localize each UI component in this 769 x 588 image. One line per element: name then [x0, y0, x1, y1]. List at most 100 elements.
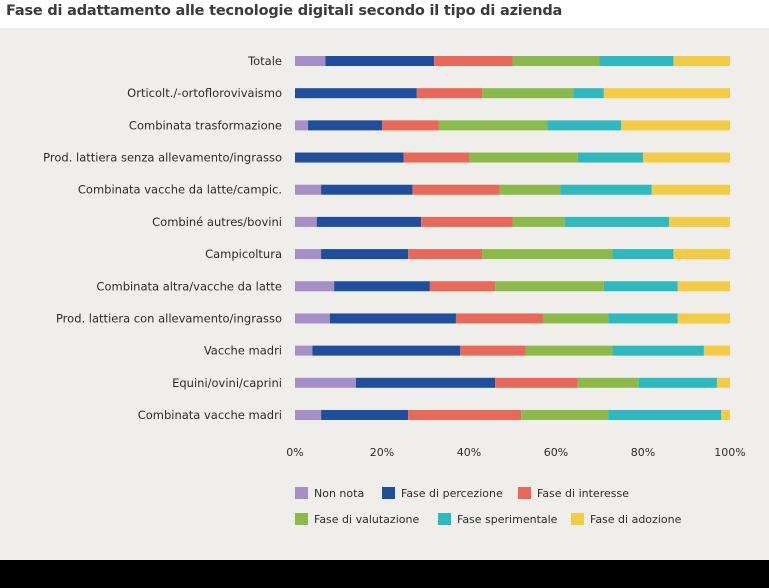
bar-segment-fase-di-interesse — [408, 409, 522, 420]
bar-segment-non-nota — [295, 377, 356, 388]
bar-segment-fase-di-percezione — [295, 88, 417, 99]
bar-segment-fase-di-adozione — [669, 216, 730, 227]
legend-swatch — [438, 513, 451, 525]
bar-segment-fase-di-valutazione — [577, 377, 639, 388]
bar-segment-non-nota — [295, 184, 322, 195]
bar-segment-fase-di-adozione — [703, 345, 730, 356]
category-label: Combinata vacche da latte/campic. — [78, 183, 282, 197]
legend-label: Fase di valutazione — [314, 513, 419, 526]
bar-segment-fase-di-valutazione — [495, 281, 604, 292]
bar-segment-non-nota — [295, 409, 322, 420]
category-label: Combiné autres/bovini — [152, 215, 282, 229]
bar-segment-fase-di-adozione — [603, 88, 730, 99]
bar-segment-fase-di-percezione — [321, 409, 409, 420]
bar-segment-fase-di-valutazione — [525, 345, 613, 356]
bar-segment-fase-di-adozione — [673, 249, 730, 260]
bar-segment-fase-sperimentale — [577, 152, 643, 163]
legend-swatch — [382, 487, 395, 499]
bar-segment-fase-di-adozione — [677, 313, 730, 324]
bar-segment-fase-sperimentale — [608, 313, 678, 324]
category-label: Totale — [247, 54, 282, 68]
category-label: Prod. lattiera con allevamento/ingrasso — [56, 311, 282, 325]
bar-segment-non-nota — [295, 56, 326, 66]
legend-swatch — [571, 513, 584, 525]
bar-segment-fase-di-adozione — [651, 184, 730, 195]
footer-bar — [0, 560, 769, 588]
bar-segment-non-nota — [295, 345, 313, 356]
bar-segment-fase-di-valutazione — [469, 152, 578, 163]
bar-segment-fase-di-interesse — [382, 120, 439, 131]
bar-segment-fase-di-adozione — [673, 56, 730, 66]
x-tick-label: 40% — [457, 446, 481, 459]
category-label: Equini/ovini/caprini — [172, 376, 282, 390]
x-tick-label: 60% — [544, 446, 568, 459]
bar-segment-fase-di-percezione — [321, 184, 413, 195]
bar-segment-fase-di-percezione — [312, 345, 461, 356]
bar-segment-fase-di-valutazione — [482, 88, 574, 99]
bar-segment-fase-di-interesse — [412, 184, 500, 195]
category-label: Combinata altra/vacche da latte — [96, 279, 282, 293]
bar-segment-fase-di-interesse — [421, 216, 513, 227]
bar-segment-fase-sperimentale — [547, 120, 622, 131]
bar-segment-fase-di-interesse — [460, 345, 526, 356]
bar-segment-fase-di-percezione — [316, 216, 422, 227]
bar-segment-fase-di-percezione — [355, 377, 496, 388]
bar-segment-non-nota — [295, 216, 317, 227]
bar-segment-fase-di-valutazione — [542, 313, 609, 324]
chart-panel — [0, 28, 769, 560]
bar-segment-fase-di-percezione — [329, 313, 456, 324]
bar-segment-fase-sperimentale — [608, 409, 722, 420]
bar-segment-fase-sperimentale — [612, 345, 704, 356]
bar-segment-fase-di-interesse — [429, 281, 496, 292]
legend-label: Fase di interesse — [537, 487, 629, 500]
bar-segment-fase-di-valutazione — [512, 56, 600, 66]
category-label: Vacche madri — [204, 344, 282, 358]
legend-swatch — [295, 487, 308, 499]
legend-label: Fase di adozione — [590, 513, 682, 526]
bar-segment-non-nota — [295, 281, 335, 292]
legend-label: Fase di percezione — [401, 487, 503, 500]
bar-segment-fase-sperimentale — [603, 281, 678, 292]
bar-segment-fase-di-percezione — [295, 152, 404, 163]
bar-segment-fase-di-interesse — [416, 88, 483, 99]
category-label: Orticolt./-ortoflorovivaismo — [127, 86, 282, 100]
x-tick-label: 80% — [631, 446, 655, 459]
legend-swatch — [518, 487, 531, 499]
bar-segment-fase-di-interesse — [455, 313, 543, 324]
category-label: Campicoltura — [205, 247, 282, 261]
bar-segment-fase-di-adozione — [677, 281, 730, 292]
category-label: Combinata trasformazione — [129, 118, 282, 132]
bar-segment-fase-di-adozione — [721, 409, 730, 420]
bar-segment-fase-di-valutazione — [499, 184, 561, 195]
bar-segment-fase-di-percezione — [334, 281, 430, 292]
bar-segment-fase-di-valutazione — [482, 249, 613, 260]
chart-title: Fase di adattamento alle tecnologie digi… — [6, 3, 563, 19]
bar-segment-fase-sperimentale — [560, 184, 652, 195]
bar-segment-fase-di-percezione — [308, 120, 382, 131]
bar-segment-fase-di-percezione — [325, 56, 435, 66]
bar-segment-fase-sperimentale — [638, 377, 717, 388]
bar-segment-fase-di-interesse — [434, 56, 513, 66]
legend-label: Fase sperimentale — [457, 513, 558, 526]
bar-segment-fase-sperimentale — [612, 249, 674, 260]
bar-segment-fase-sperimentale — [573, 88, 604, 99]
bar-segment-fase-di-interesse — [403, 152, 469, 163]
bar-segment-fase-di-adozione — [643, 152, 730, 163]
legend-label: Non nota — [314, 487, 364, 500]
bar-segment-non-nota — [295, 120, 309, 131]
bar-segment-fase-di-valutazione — [512, 216, 565, 227]
bar-segment-fase-di-interesse — [495, 377, 578, 388]
x-tick-label: 100% — [714, 446, 745, 459]
x-tick-label: 0% — [286, 446, 303, 459]
bar-segment-fase-sperimentale — [564, 216, 670, 227]
bar-segment-non-nota — [295, 313, 330, 324]
legend-swatch — [295, 513, 308, 525]
bar-segment-non-nota — [295, 249, 322, 260]
bar-segment-fase-di-percezione — [321, 249, 409, 260]
x-tick-label: 20% — [370, 446, 394, 459]
category-label: Prod. lattiera senza allevamento/ingrass… — [43, 151, 282, 165]
bar-segment-fase-di-valutazione — [438, 120, 548, 131]
category-label: Combinata vacche madri — [138, 408, 282, 422]
bar-segment-fase-sperimentale — [599, 56, 674, 66]
